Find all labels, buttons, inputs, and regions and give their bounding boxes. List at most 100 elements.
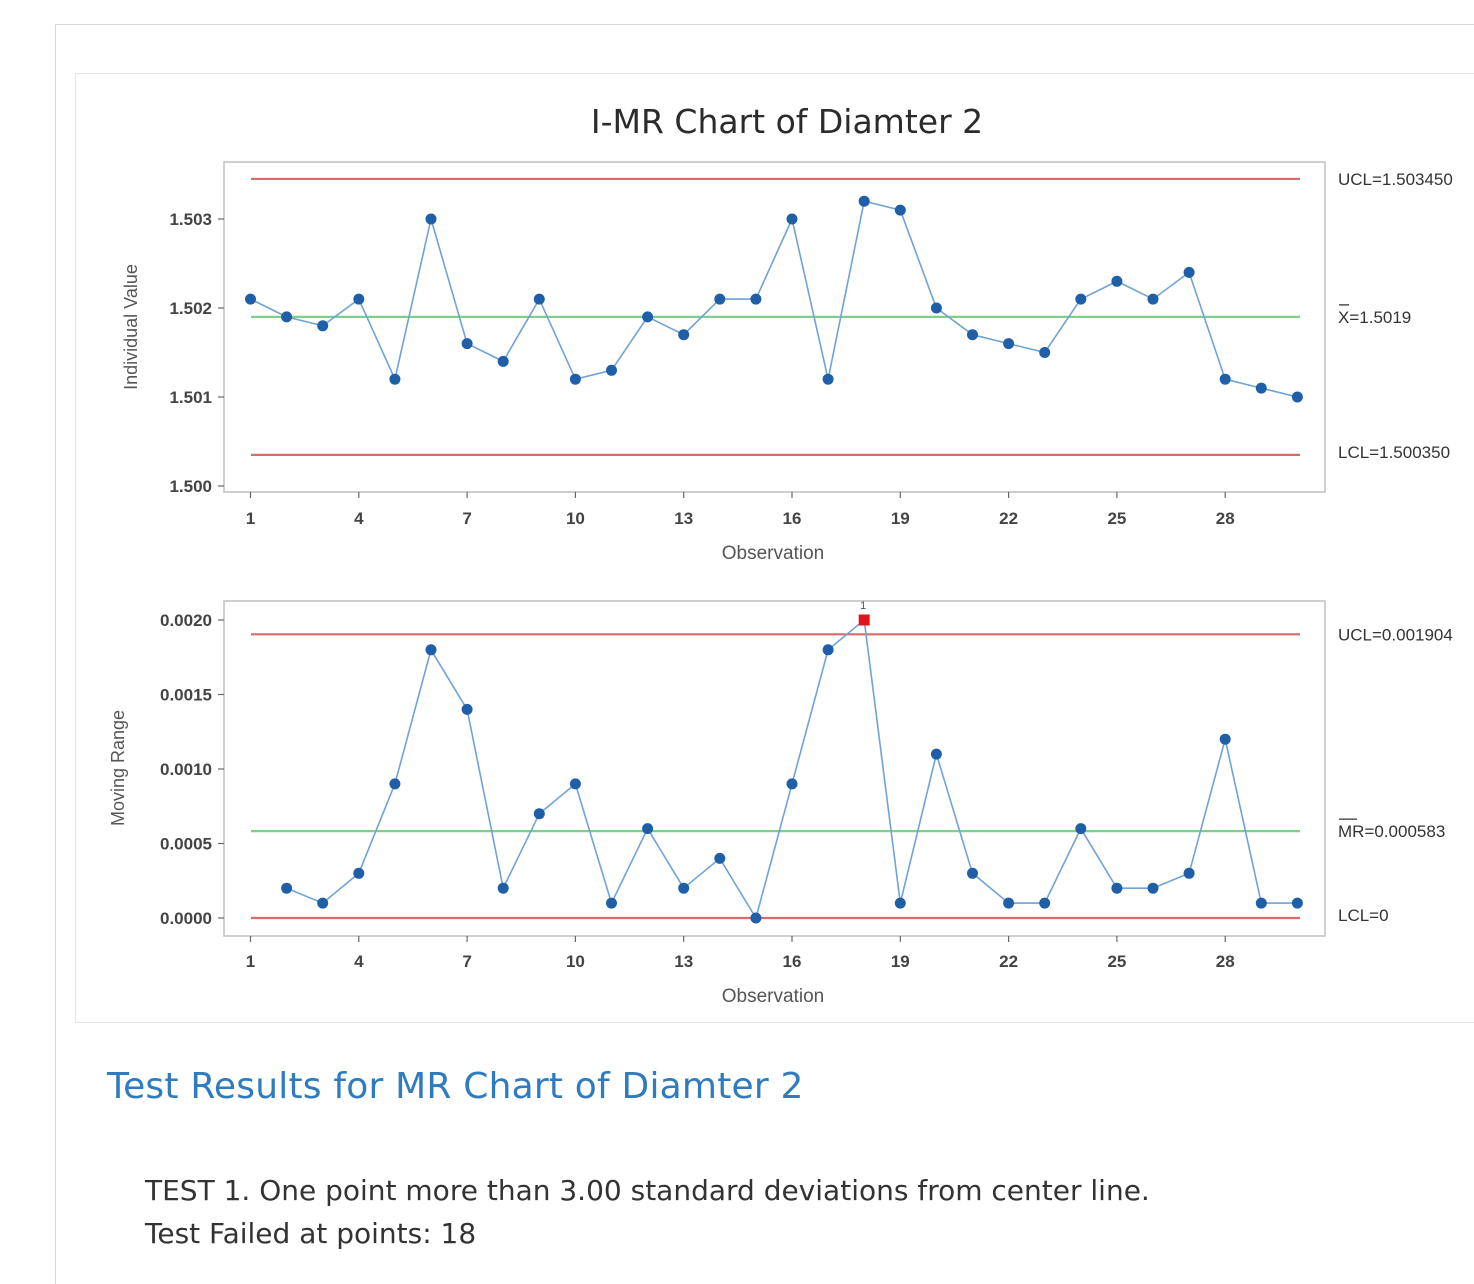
data-point bbox=[461, 338, 473, 350]
data-point bbox=[1039, 897, 1051, 909]
x-tick-label: 4 bbox=[354, 509, 364, 528]
data-point bbox=[1003, 897, 1015, 909]
flag-label: 1 bbox=[860, 600, 866, 612]
data-point bbox=[678, 882, 690, 894]
ucl-label: UCL=1.503450 bbox=[1338, 170, 1453, 189]
data-point bbox=[750, 293, 762, 305]
moving-range-panel: 0.0000 0.0005 0.0010 0.0015 0.0020 1 4 7 10 13 16 1… bbox=[108, 600, 1453, 1007]
data-point bbox=[1291, 391, 1303, 403]
y-tick-label: 1.503 bbox=[169, 210, 212, 229]
data-point bbox=[569, 373, 581, 385]
data-point bbox=[930, 748, 942, 760]
data-point bbox=[353, 293, 365, 305]
y-axis-label: Moving Range bbox=[108, 710, 128, 826]
y-tick-label: 1.500 bbox=[169, 477, 212, 496]
x-tick-label: 7 bbox=[462, 509, 471, 528]
ucl-label: UCL=0.001904 bbox=[1338, 625, 1453, 644]
data-point bbox=[786, 213, 798, 225]
data-point bbox=[389, 373, 401, 385]
lcl-label: LCL=1.500350 bbox=[1338, 443, 1450, 462]
data-point bbox=[1183, 266, 1195, 278]
data-point bbox=[750, 912, 762, 924]
data-point bbox=[1219, 373, 1231, 385]
data-point bbox=[786, 778, 798, 790]
data-point bbox=[533, 293, 545, 305]
data-point bbox=[497, 355, 509, 367]
data-point bbox=[389, 778, 401, 790]
data-point bbox=[894, 897, 906, 909]
data-point bbox=[1147, 882, 1159, 894]
data-point bbox=[1039, 347, 1051, 358]
data-point bbox=[1183, 867, 1195, 879]
x-tick-label: 25 bbox=[1107, 952, 1126, 971]
data-point bbox=[461, 703, 473, 715]
chart-panel bbox=[75, 73, 1474, 1023]
x-tick-label: 16 bbox=[783, 952, 802, 971]
data-point bbox=[245, 293, 256, 305]
data-point bbox=[1003, 338, 1015, 350]
data-point bbox=[1219, 733, 1231, 745]
data-point bbox=[533, 808, 545, 820]
data-point bbox=[1111, 275, 1123, 287]
data-point bbox=[642, 823, 654, 835]
data-point bbox=[281, 882, 293, 894]
x-tick-label: 1 bbox=[246, 509, 255, 528]
data-point bbox=[1111, 882, 1123, 894]
lcl-label: LCL=0 bbox=[1338, 906, 1389, 925]
x-tick-label: 4 bbox=[354, 952, 364, 971]
data-point bbox=[606, 897, 617, 909]
x-tick-label: 19 bbox=[891, 952, 910, 971]
x-axis-label: Observation bbox=[722, 543, 824, 564]
data-point bbox=[967, 329, 978, 341]
center-label: X=1.5019 bbox=[1338, 308, 1411, 327]
x-tick-label: 22 bbox=[999, 509, 1018, 528]
data-point bbox=[425, 644, 437, 656]
series-line bbox=[286, 618, 1298, 921]
data-point bbox=[317, 897, 329, 909]
data-point bbox=[714, 293, 726, 305]
data-point bbox=[822, 373, 834, 385]
x-tick-label: 25 bbox=[1107, 509, 1126, 528]
x-tick-label: 10 bbox=[566, 509, 585, 528]
x-tick-label: 1 bbox=[246, 952, 255, 971]
y-tick-label: 0.0005 bbox=[160, 835, 212, 854]
data-point bbox=[425, 213, 437, 225]
data-point bbox=[317, 320, 329, 332]
data-point bbox=[894, 204, 906, 216]
data-point bbox=[930, 302, 942, 314]
x-tick-label: 22 bbox=[999, 952, 1018, 971]
y-axis-label: Individual Value bbox=[121, 264, 141, 390]
data-point bbox=[1075, 293, 1087, 305]
data-point bbox=[569, 778, 581, 790]
test-failed-points: Test Failed at points: 18 bbox=[145, 1217, 477, 1250]
data-point bbox=[606, 364, 617, 376]
flagged-point bbox=[858, 614, 870, 626]
x-tick-label: 28 bbox=[1216, 509, 1235, 528]
individuals-panel: 1.500 1.501 1.502 1.503 1 4 7 10 13 16 19 22 25 28 Obs… bbox=[121, 161, 1453, 564]
y-tick-label: 1.501 bbox=[169, 388, 212, 407]
chart-title: I-MR Chart of Diamter 2 bbox=[591, 102, 983, 141]
plot-frame bbox=[223, 161, 1326, 493]
data-point bbox=[1255, 897, 1267, 909]
data-point bbox=[714, 852, 726, 864]
y-tick-label: 0.0010 bbox=[160, 760, 212, 779]
series-line bbox=[250, 200, 1298, 398]
x-tick-label: 28 bbox=[1216, 952, 1235, 971]
data-point bbox=[281, 311, 293, 323]
x-tick-label: 19 bbox=[891, 509, 910, 528]
data-point bbox=[1255, 382, 1267, 394]
x-tick-label: 10 bbox=[566, 952, 585, 971]
x-tick-label: 13 bbox=[674, 952, 693, 971]
data-point bbox=[678, 329, 690, 341]
y-tick-label: 0.0020 bbox=[160, 611, 212, 630]
data-point bbox=[1147, 293, 1159, 305]
data-point bbox=[497, 882, 509, 894]
data-point bbox=[822, 644, 834, 656]
data-point bbox=[1291, 897, 1303, 909]
x-tick-label: 7 bbox=[462, 952, 471, 971]
data-point bbox=[858, 195, 870, 207]
x-tick-label: 16 bbox=[783, 509, 802, 528]
data-point bbox=[1075, 823, 1087, 835]
x-tick-label: 13 bbox=[674, 509, 693, 528]
